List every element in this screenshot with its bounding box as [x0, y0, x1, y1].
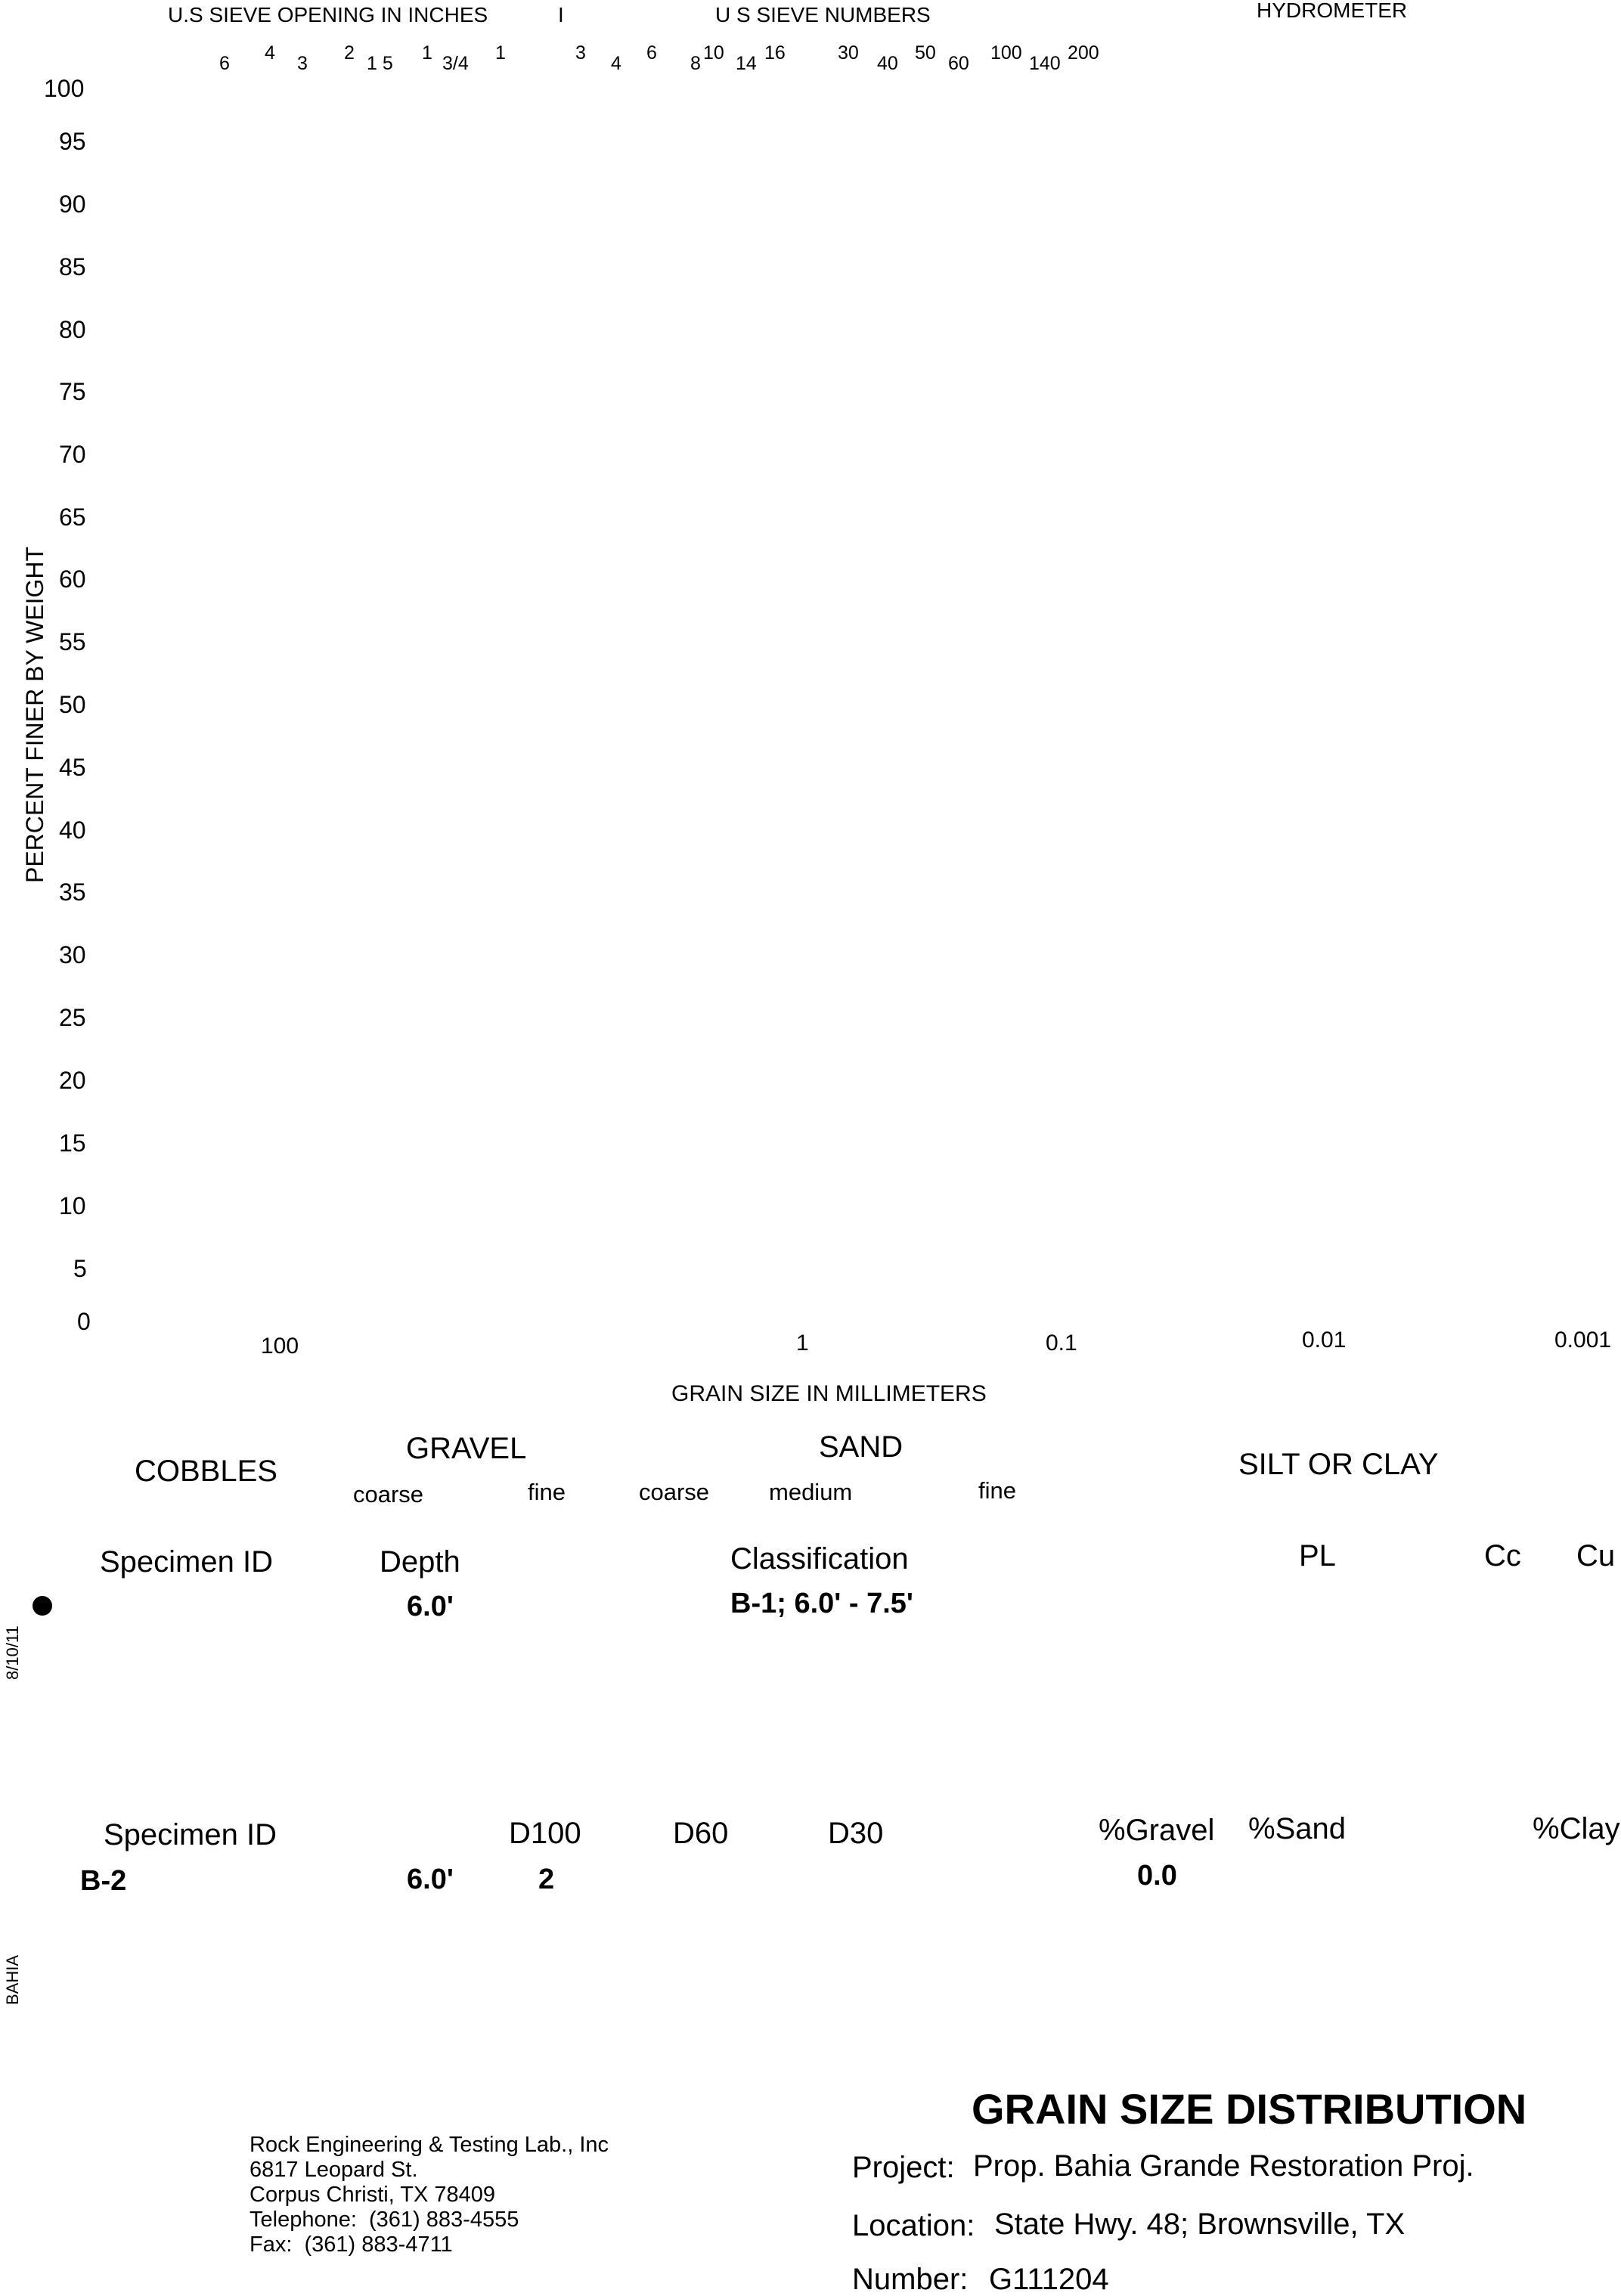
sieve-opening-tick: 1 5: [367, 53, 393, 74]
sieve-numbers-label: U S SIEVE NUMBERS: [715, 3, 931, 26]
sand-label: SAND: [819, 1430, 903, 1464]
y-tick: 60: [59, 565, 86, 593]
gravel-fine-label: fine: [528, 1479, 566, 1505]
company-fax: Fax: (361) 883-4711: [250, 2232, 453, 2257]
sieve-number-tick: 140: [1029, 53, 1061, 74]
sieve-number-tick: 30: [838, 42, 859, 64]
sieve-opening-tick: 3: [297, 53, 308, 74]
table2-header-d60: D60: [673, 1817, 729, 1850]
y-tick: 55: [59, 628, 86, 655]
company-telephone: Telephone: (361) 883-4555: [250, 2208, 519, 2232]
report-title: GRAIN SIZE DISTRIBUTION: [972, 2085, 1527, 2133]
sieve-opening-label: U.S SIEVE OPENING IN INCHES: [168, 3, 488, 26]
y-tick: 5: [73, 1255, 87, 1282]
y-tick: 95: [59, 128, 86, 155]
sieve-number-tick: 6: [646, 42, 657, 64]
company-street: 6817 Leopard St.: [250, 2158, 418, 2182]
side-file-label: BAHIA: [3, 1954, 22, 2005]
silt-clay-label: SILT OR CLAY: [1238, 1448, 1439, 1481]
table1-header-pl: PL: [1299, 1539, 1336, 1572]
sieve-number-tick: 3: [575, 42, 586, 64]
gravel-coarse-label: coarse: [353, 1481, 424, 1507]
table2-header-specimen-id: Specimen ID: [104, 1818, 277, 1851]
sieve-opening-tick: 2: [344, 42, 355, 64]
sieve-opening-tick: 4: [265, 42, 275, 64]
side-date-label: 8/10/11: [3, 1625, 22, 1680]
table1-header-specimen-id: Specimen ID: [100, 1545, 273, 1579]
table2-header-clay: %Clay: [1533, 1812, 1620, 1845]
sieve-number-tick: 50: [915, 42, 936, 64]
sieve-opening-tick: 3/4: [442, 53, 469, 74]
y-tick: 50: [59, 691, 86, 718]
y-tick: 30: [59, 941, 86, 968]
y-tick: 10: [59, 1192, 86, 1219]
y-tick: 25: [59, 1004, 86, 1031]
sieve-number-tick: 16: [764, 42, 786, 64]
y-tick: 15: [59, 1129, 86, 1157]
location-label: Location:: [852, 2209, 975, 2242]
table2-gravel-value: 0.0: [1137, 1860, 1177, 1892]
y-tick: 70: [59, 441, 86, 468]
table1-depth-value: 6.0': [407, 1591, 454, 1622]
sieve-number-tick: 200: [1068, 42, 1099, 64]
sieve-opening-tick: 1: [422, 42, 432, 64]
hydrometer-label: HYDROMETER: [1257, 0, 1408, 22]
sieve-number-tick: 40: [877, 53, 898, 74]
table2-header-d100: D100: [509, 1817, 581, 1850]
number-value: G111204: [989, 2263, 1109, 2296]
table1-header-depth: Depth: [380, 1545, 460, 1579]
sand-medium-label: medium: [769, 1479, 853, 1505]
sieve-number-tick: 10: [703, 42, 724, 64]
table1-header-cu: Cu: [1576, 1539, 1616, 1572]
specimen-marker-circle-icon: [33, 1596, 52, 1616]
project-label: Project:: [852, 2151, 955, 2184]
y-tick: 0: [77, 1308, 91, 1335]
y-axis-label: PERCENT FINER BY WEIGHT: [21, 546, 48, 883]
table1-classification-value: B-1; 6.0' - 7.5': [730, 1588, 913, 1619]
table2-header-sand: %Sand: [1248, 1812, 1346, 1845]
cobbles-label: COBBLES: [135, 1455, 277, 1488]
sieve-number-tick: 60: [948, 53, 969, 74]
x-tick: 0.1: [1046, 1331, 1077, 1356]
y-tick: 100: [44, 75, 85, 102]
table1-header-cc: Cc: [1484, 1539, 1521, 1572]
sieve-opening-tick: 6: [219, 53, 230, 74]
sieve-number-tick: 14: [736, 53, 757, 74]
location-value: State Hwy. 48; Brownsville, TX: [994, 2208, 1406, 2241]
y-tick: 40: [59, 816, 86, 844]
x-tick: 0.01: [1302, 1328, 1347, 1353]
project-value: Prop. Bahia Grande Restoration Proj.: [973, 2149, 1474, 2183]
sieve-opening-tick: 1: [495, 42, 506, 64]
x-tick: 100: [261, 1334, 299, 1359]
sieve-number-tick: 4: [611, 53, 621, 74]
table2-specimen-id-value: B-2: [80, 1865, 127, 1897]
table1-header-classification: Classification: [730, 1542, 909, 1576]
table2-depth-value: 6.0': [407, 1864, 454, 1895]
y-tick: 75: [59, 378, 86, 405]
y-tick: 80: [59, 316, 86, 343]
sieve-number-tick: 8: [690, 53, 701, 74]
y-tick: 20: [59, 1067, 86, 1094]
x-tick: 1: [796, 1331, 809, 1356]
company-city: Corpus Christi, TX 78409: [250, 2183, 496, 2207]
table2-header-gravel: %Gravel: [1099, 1814, 1215, 1847]
y-tick: 45: [59, 754, 86, 781]
y-tick: 65: [59, 504, 86, 531]
sieve-number-tick: 100: [990, 42, 1022, 64]
number-label: Number:: [852, 2263, 969, 2296]
table2-d100-value: 2: [538, 1864, 555, 1895]
sieve-separator: I: [558, 3, 564, 26]
table2-header-d30: D30: [828, 1817, 884, 1850]
company-name: Rock Engineering & Testing Lab., Inc: [250, 2133, 609, 2157]
y-tick: 35: [59, 878, 86, 906]
sand-fine-label: fine: [978, 1477, 1016, 1504]
y-tick: 85: [59, 253, 86, 280]
x-axis-label: GRAIN SIZE IN MILLIMETERS: [671, 1381, 987, 1406]
y-tick: 90: [59, 191, 86, 218]
x-tick: 0.001: [1554, 1328, 1612, 1353]
gravel-label: GRAVEL: [406, 1432, 527, 1465]
sand-coarse-label: coarse: [639, 1479, 710, 1505]
